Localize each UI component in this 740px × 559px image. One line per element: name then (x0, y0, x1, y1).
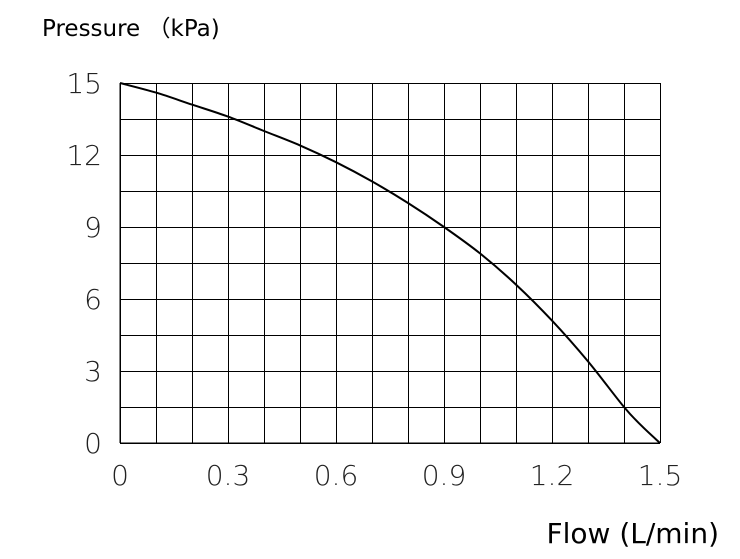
x-tick-label: 1.2 (530, 459, 575, 492)
x-tick-label: 1.5 (638, 459, 683, 492)
y-tick-label: 6 (84, 283, 102, 316)
y-tick-label: 9 (84, 211, 102, 244)
x-tick-label: 0 (111, 459, 129, 492)
y-axis-label: Pressure （kPa) (42, 16, 220, 42)
y-tick-label: 12 (66, 139, 102, 172)
x-tick-label: 0.6 (314, 459, 359, 492)
y-tick-labels: 0 3 6 9 12 15 (66, 67, 102, 460)
y-tick-label: 0 (84, 427, 102, 460)
y-tick-label: 15 (66, 67, 102, 100)
series-line (119, 82, 661, 444)
y-tick-label: 3 (84, 355, 102, 388)
series-layer (119, 82, 661, 444)
x-axis-label: Flow (L/min) (547, 517, 720, 550)
x-tick-labels: 0 0.3 0.6 0.9 1.2 1.5 (111, 459, 682, 492)
axes (119, 83, 660, 444)
x-tick-label: 0.3 (206, 459, 251, 492)
x-tick-label: 0.9 (422, 459, 467, 492)
grid (120, 83, 661, 444)
